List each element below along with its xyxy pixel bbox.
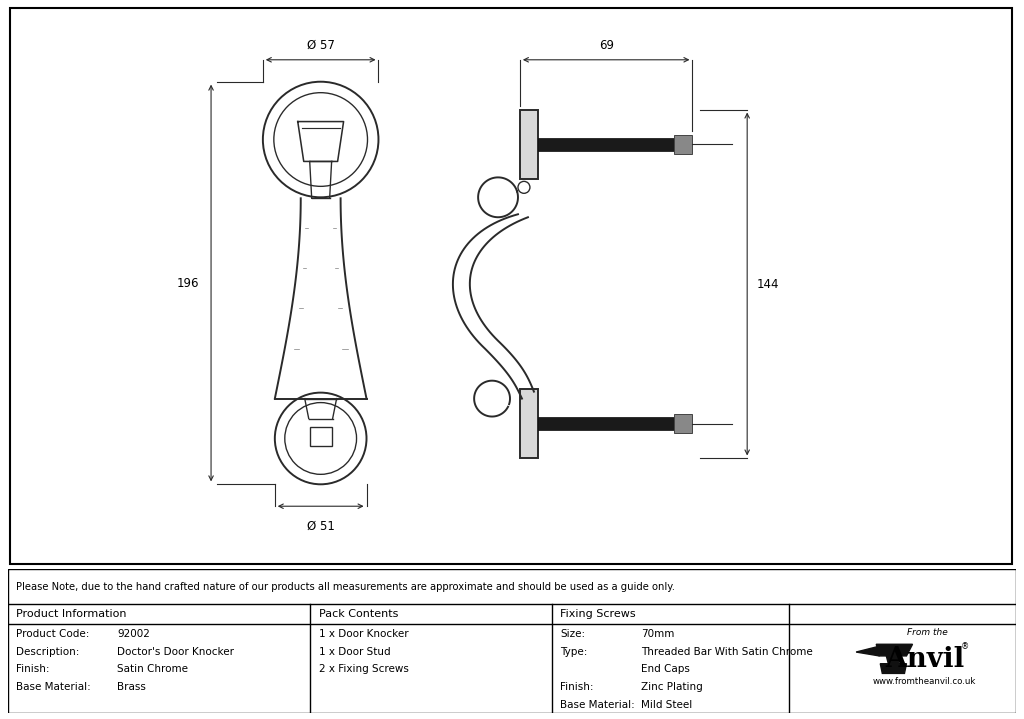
Polygon shape xyxy=(856,646,880,656)
Text: Base Material:: Base Material: xyxy=(560,700,635,710)
Text: Ø 57: Ø 57 xyxy=(307,39,335,52)
Text: Brass: Brass xyxy=(117,682,145,692)
Text: Threaded Bar With Satin Chrome: Threaded Bar With Satin Chrome xyxy=(641,646,813,656)
Polygon shape xyxy=(887,656,900,664)
Bar xyxy=(538,137,675,152)
Text: Fixing Screws: Fixing Screws xyxy=(560,609,636,619)
Text: Description:: Description: xyxy=(16,646,80,656)
Text: 144: 144 xyxy=(757,278,779,290)
Text: 70mm: 70mm xyxy=(641,628,675,638)
Polygon shape xyxy=(877,644,912,656)
Text: Size:: Size: xyxy=(560,628,586,638)
Bar xyxy=(675,134,692,155)
Text: Ø 51: Ø 51 xyxy=(307,520,335,533)
Text: 1 x Door Knocker: 1 x Door Knocker xyxy=(318,628,409,638)
Text: 196: 196 xyxy=(176,277,199,290)
Text: Type:: Type: xyxy=(560,646,588,656)
Text: Mild Steel: Mild Steel xyxy=(641,700,692,710)
Bar xyxy=(520,389,538,459)
Text: 1 x Door Stud: 1 x Door Stud xyxy=(318,646,390,656)
Text: Product Code:: Product Code: xyxy=(16,628,90,638)
Bar xyxy=(520,109,538,179)
Text: 2 x Fixing Screws: 2 x Fixing Screws xyxy=(318,664,409,674)
Polygon shape xyxy=(881,664,906,674)
Text: Anvil: Anvil xyxy=(885,646,965,673)
Text: Satin Chrome: Satin Chrome xyxy=(117,664,188,674)
Bar xyxy=(538,416,675,431)
Text: Finish:: Finish: xyxy=(560,682,594,692)
Bar xyxy=(675,413,692,434)
Text: Zinc Plating: Zinc Plating xyxy=(641,682,702,692)
Text: 69: 69 xyxy=(599,39,613,52)
Text: Product Information: Product Information xyxy=(16,609,127,619)
Text: Pack Contents: Pack Contents xyxy=(318,609,398,619)
Text: Finish:: Finish: xyxy=(16,664,50,674)
Text: ®: ® xyxy=(961,641,969,651)
Text: www.fromtheanvil.co.uk: www.fromtheanvil.co.uk xyxy=(872,677,976,686)
Text: 92002: 92002 xyxy=(117,628,150,638)
Text: Base Material:: Base Material: xyxy=(16,682,91,692)
Text: Please Note, due to the hand crafted nature of our products all measurements are: Please Note, due to the hand crafted nat… xyxy=(16,582,675,592)
Text: End Caps: End Caps xyxy=(641,664,690,674)
Text: From the: From the xyxy=(907,628,948,637)
Text: Doctor's Door Knocker: Doctor's Door Knocker xyxy=(117,646,234,656)
Bar xyxy=(309,426,332,446)
